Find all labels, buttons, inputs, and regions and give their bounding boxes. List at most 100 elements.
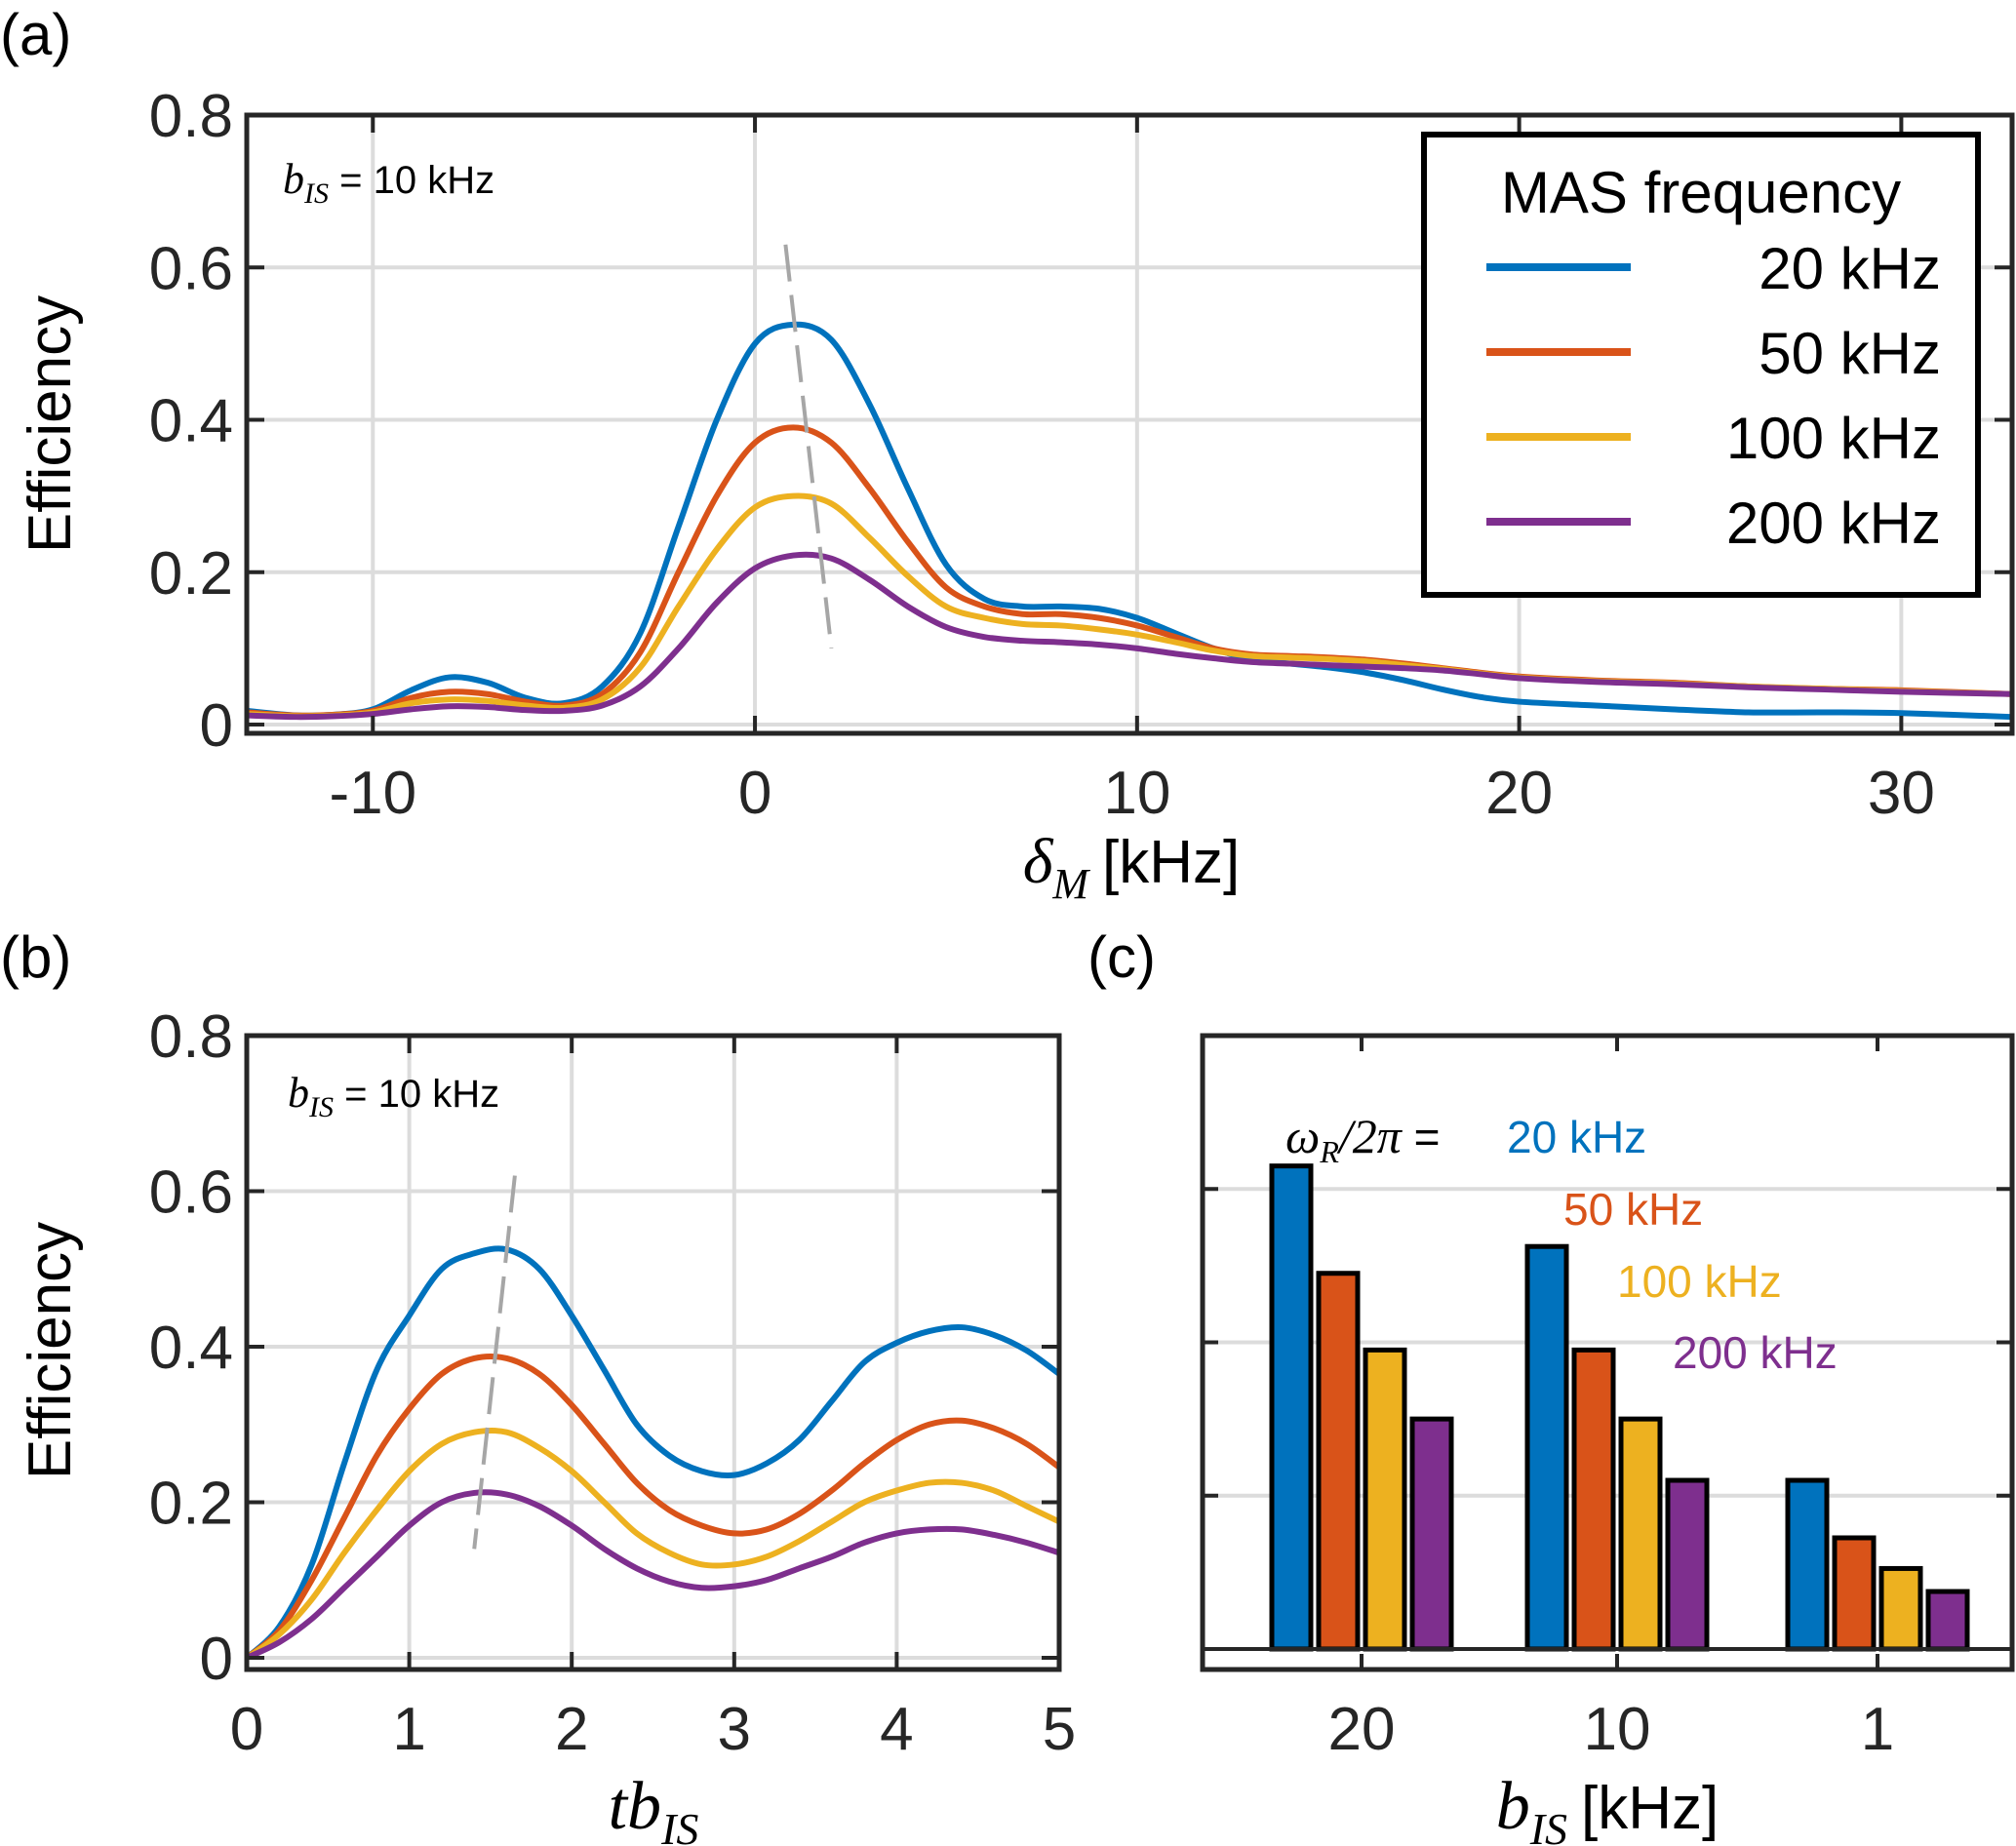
svg-text:bIS[kHz]: bIS [kHz] — [1496, 1769, 1720, 1846]
a-xlabel: δM [kHz] — [1023, 826, 1241, 908]
b-axes-box — [244, 1033, 1062, 1672]
b-xlabel-math: tb — [609, 1769, 661, 1844]
a-series — [246, 321, 2013, 721]
series-line-100khz — [245, 1427, 1061, 1661]
a-xtick-label: 30 — [1868, 760, 1935, 827]
svg-text:ωR/2π =: ωR/2π = — [1285, 1109, 1440, 1169]
c-bars — [1269, 1163, 1970, 1652]
panel-b-label: (b) — [0, 924, 71, 990]
c-anno-eq: = — [1402, 1112, 1441, 1162]
a-xtick-label: 20 — [1485, 760, 1553, 827]
a-ytick-label: 0.2 — [149, 540, 233, 608]
c-xtick-label: 1 — [1861, 1696, 1894, 1763]
series-line-200khz — [245, 1489, 1060, 1661]
c-anno-entry: 100 kHz — [1617, 1256, 1782, 1307]
legend-entries: 20 kHz 50 kHz 100 kHz 200 kHz — [1486, 236, 1941, 556]
a-ytick-label: 0 — [200, 692, 233, 760]
c-xtick-label: 20 — [1328, 1696, 1396, 1763]
b-xtick-label: 0 — [230, 1696, 263, 1763]
bar-200khz-10 — [1665, 1477, 1710, 1652]
bar-50khz-1 — [1832, 1535, 1877, 1652]
a-ticks: -10 0 10 20 30 0 0.2 0.4 0.6 0.8 — [149, 83, 2012, 827]
a-annotation: bIS = 10 kHz — [283, 155, 494, 210]
b-xlabel-sub: IS — [660, 1804, 698, 1846]
series-line-200khz — [246, 551, 2013, 721]
b-series — [244, 1245, 1061, 1661]
a-xlabel-unit: [kHz] — [1102, 829, 1240, 896]
legend: MAS frequency 20 kHz 50 kHz 100 kHz 200 kHz — [1421, 132, 1981, 598]
c-anno-entry: 20 kHz — [1507, 1112, 1646, 1162]
b-xlabel: tbIS — [609, 1769, 699, 1846]
bar-50khz-10 — [1571, 1347, 1616, 1652]
legend-title: MAS frequency — [1501, 160, 1901, 225]
svg-text:tbIS: tbIS — [609, 1769, 699, 1846]
bar-20khz-20 — [1269, 1163, 1314, 1652]
svg-text:bIS = 10 kHz: bIS = 10 kHz — [288, 1069, 499, 1123]
bar-100khz-10 — [1618, 1416, 1663, 1652]
c-anno-math2: /2π — [1336, 1109, 1403, 1163]
b-ytick-label: 0.4 — [149, 1315, 233, 1382]
c-anno-entry: 200 kHz — [1673, 1327, 1838, 1378]
c-ticks: 20 10 1 — [1203, 1034, 2012, 1763]
bar-50khz-20 — [1316, 1271, 1361, 1652]
c-xlabel-sub: IS — [1529, 1804, 1567, 1846]
b-ylabel: Efficiency — [17, 1222, 84, 1479]
bar-200khz-1 — [1925, 1589, 1970, 1652]
c-axes-box — [1200, 1033, 2015, 1672]
a-xtick-label: 10 — [1103, 760, 1170, 827]
a-ytick-label: 0.6 — [149, 235, 233, 302]
a-xtick-label: -10 — [329, 760, 416, 827]
svg-text:δM[kHz]: δM [kHz] — [1023, 826, 1241, 908]
legend-entry-label: 20 kHz — [1759, 236, 1941, 301]
a-guide-dashed-line — [783, 244, 834, 649]
b-ytick-label: 0.2 — [149, 1471, 233, 1538]
a-ytick-label: 0.4 — [149, 388, 233, 455]
legend-entry-label: 200 kHz — [1726, 491, 1941, 556]
b-guide-dashed-line — [472, 1175, 517, 1550]
a-ytick-label: 0.8 — [149, 83, 233, 150]
series-line-20khz — [246, 321, 2013, 721]
a-xlabel-math: δ — [1023, 826, 1054, 897]
c-anno-sub: R — [1319, 1134, 1339, 1169]
bar-100khz-1 — [1878, 1565, 1923, 1652]
legend-entry-label: 100 kHz — [1726, 406, 1941, 471]
b-ytick-label: 0 — [200, 1626, 233, 1693]
svg-text:bIS = 10 kHz: bIS = 10 kHz — [283, 155, 494, 210]
c-xlabel: bIS [kHz] — [1496, 1769, 1720, 1846]
panel-a-label: (a) — [0, 2, 71, 67]
b-ytick-label: 0.8 — [149, 1003, 233, 1071]
c-anno-entry: 50 kHz — [1563, 1184, 1703, 1235]
a-xtick-label: 0 — [738, 760, 771, 827]
legend-entry-label: 50 kHz — [1759, 321, 1941, 386]
panel-b: (b) 0 1 2 3 4 500.20.40.60.8 Efficiency tbIS … — [0, 924, 1076, 1846]
c-xtick-label: 10 — [1584, 1696, 1651, 1763]
bar-20khz-10 — [1524, 1243, 1569, 1652]
b-anno-math: b — [288, 1069, 309, 1117]
a-xlabel-sub: M — [1051, 860, 1090, 908]
panel-c: (c) 20 10 1 bIS [kHz] ωR/2π = 20 kHz 50 kHz 1… — [1087, 924, 2015, 1846]
b-anno-text: = 10 kHz — [334, 1073, 499, 1116]
series-line-20khz — [244, 1245, 1061, 1661]
b-xtick-label: 5 — [1043, 1696, 1076, 1763]
a-anno-text: = 10 kHz — [329, 159, 494, 202]
b-xtick-label: 4 — [880, 1696, 913, 1763]
c-xlabel-unit: [kHz] — [1581, 1775, 1719, 1842]
b-xtick-label: 2 — [555, 1696, 588, 1763]
b-anno-sub: IS — [308, 1091, 334, 1123]
b-ticks: 0 1 2 3 4 5 0 0.2 0.4 0.6 0.8 — [149, 1003, 1076, 1763]
b-xtick-label: 3 — [718, 1696, 751, 1763]
b-xtick-label: 1 — [392, 1696, 425, 1763]
panel-a: (a) -10 0 10 20 30 0 0.2 0.4 0.6 0.8 Efficiency δ… — [0, 2, 2015, 908]
a-axes-box — [244, 112, 2015, 736]
series-line-50khz — [245, 1353, 1061, 1661]
bar-20khz-1 — [1785, 1477, 1830, 1652]
a-ylabel: Efficiency — [17, 295, 84, 553]
b-annotation: bIS = 10 kHz — [288, 1069, 499, 1123]
b-ytick-label: 0.6 — [149, 1159, 233, 1227]
panel-c-label: (c) — [1087, 924, 1156, 990]
c-xlabel-math: b — [1496, 1769, 1530, 1844]
c-annotation: ωR/2π = 20 kHz 50 kHz 100 kHz 200 kHz — [1285, 1109, 1838, 1378]
bar-100khz-20 — [1363, 1347, 1407, 1652]
c-anno-entries: 20 kHz 50 kHz 100 kHz 200 kHz — [1507, 1112, 1838, 1378]
